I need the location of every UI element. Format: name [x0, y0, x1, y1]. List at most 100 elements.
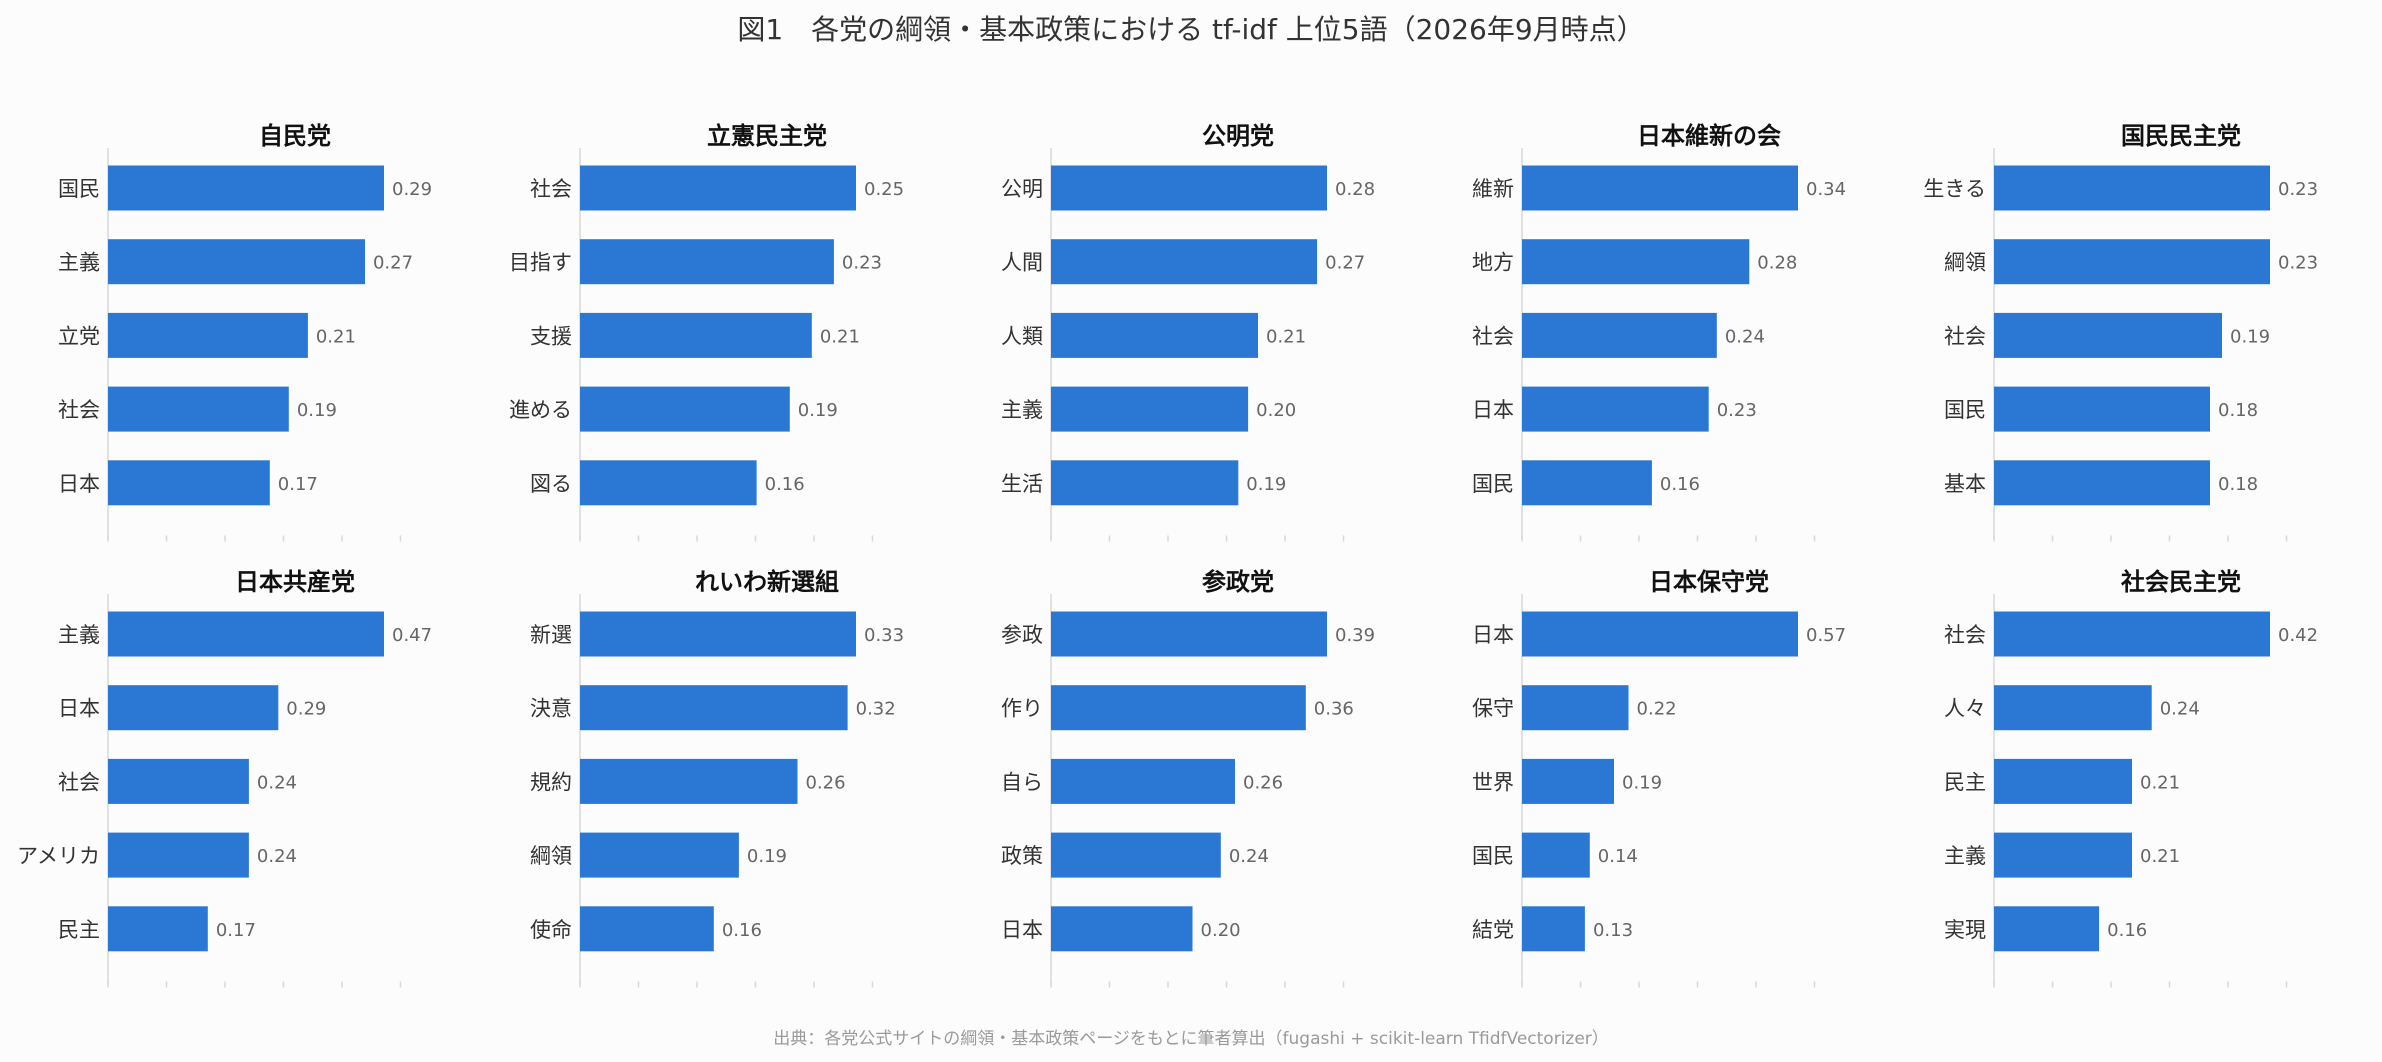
category-label: 社会: [1944, 324, 1986, 348]
panel-title: 日本維新の会: [1637, 122, 1781, 150]
bar: [1051, 460, 1239, 506]
bar: [108, 832, 249, 878]
bar: [108, 460, 270, 506]
category-label: 国民: [1472, 472, 1514, 496]
category-label: 日本: [58, 697, 100, 721]
bar: [1051, 758, 1235, 804]
category-label: 政策: [1001, 844, 1043, 868]
bar: [1994, 832, 2132, 878]
bar: [1522, 239, 1750, 285]
category-label: 主義: [1001, 398, 1043, 422]
category-label: 日本: [1472, 398, 1514, 422]
bar: [580, 758, 798, 804]
value-label: 0.32: [856, 699, 896, 720]
value-label: 0.23: [2278, 179, 2318, 200]
category-label: 基本: [1944, 472, 1986, 496]
bar: [1051, 832, 1221, 878]
bar: [580, 832, 739, 878]
value-label: 0.23: [842, 253, 882, 274]
category-label: 日本: [1001, 918, 1043, 942]
category-label: 保守: [1472, 697, 1514, 721]
value-label: 0.26: [805, 772, 845, 793]
category-label: 人類: [1001, 324, 1043, 348]
category-label: 公明: [1001, 177, 1043, 201]
value-label: 0.24: [257, 846, 297, 867]
bar: [108, 239, 365, 285]
bar: [1994, 611, 2270, 657]
bar: [1994, 758, 2132, 804]
bar: [108, 165, 384, 211]
category-label: 生活: [1001, 472, 1043, 496]
category-label: 使命: [530, 918, 572, 942]
value-label: 0.21: [1266, 326, 1306, 347]
value-label: 0.29: [286, 699, 326, 720]
category-label: 世界: [1472, 770, 1514, 794]
value-label: 0.16: [1660, 474, 1700, 495]
category-label: 結党: [1472, 918, 1514, 942]
value-label: 0.21: [2140, 772, 2180, 793]
bar: [580, 906, 714, 952]
bar: [1522, 386, 1709, 432]
bar: [108, 312, 308, 358]
category-label: 決意: [530, 697, 572, 721]
value-label: 0.28: [1335, 179, 1375, 200]
figure-title: 図1 各党の綱領・基本政策における tf-idf 上位5語（2026年9月時点）: [737, 13, 1645, 46]
bar: [1994, 165, 2270, 211]
category-label: 日本: [1472, 623, 1514, 647]
value-label: 0.29: [392, 179, 432, 200]
category-label: 主義: [1944, 844, 1986, 868]
value-label: 0.23: [2278, 253, 2318, 274]
bar: [580, 312, 812, 358]
category-label: 主義: [58, 623, 100, 647]
category-label: 社会: [58, 398, 100, 422]
bar: [1994, 460, 2210, 506]
value-label: 0.24: [1725, 326, 1765, 347]
value-label: 0.13: [1593, 920, 1633, 941]
bar: [1522, 460, 1652, 506]
category-label: 綱領: [530, 844, 572, 868]
bar: [1994, 386, 2210, 432]
category-label: 生きる: [1923, 177, 1986, 201]
bar: [108, 386, 289, 432]
value-label: 0.42: [2278, 625, 2318, 646]
bar: [108, 611, 384, 657]
value-label: 0.26: [1243, 772, 1283, 793]
panel-title: 国民民主党: [2121, 122, 2241, 150]
value-label: 0.25: [864, 179, 904, 200]
category-label: 人々: [1944, 697, 1986, 721]
category-label: 参政: [1001, 623, 1043, 647]
value-label: 0.57: [1806, 625, 1846, 646]
value-label: 0.19: [2230, 326, 2270, 347]
bar: [1051, 685, 1306, 731]
panel-title: 立憲民主党: [707, 122, 827, 150]
value-label: 0.16: [722, 920, 762, 941]
bar: [108, 758, 249, 804]
category-label: 国民: [1472, 844, 1514, 868]
bar: [1994, 239, 2270, 285]
panel-title: 自民党: [259, 122, 331, 150]
category-label: 主義: [58, 251, 100, 275]
bar: [1522, 165, 1798, 211]
category-label: 地方: [1472, 251, 1514, 275]
bar: [1522, 906, 1585, 952]
value-label: 0.17: [216, 920, 256, 941]
value-label: 0.39: [1335, 625, 1375, 646]
bar: [1051, 386, 1249, 432]
value-label: 0.28: [1757, 253, 1797, 274]
category-label: 維新: [1472, 177, 1514, 201]
panel-title: 社会民主党: [2121, 568, 2241, 596]
category-label: 社会: [1944, 623, 1986, 647]
category-label: 綱領: [1944, 251, 1986, 275]
bar: [108, 906, 208, 952]
source-note: 出典：各党公式サイトの綱領・基本政策ページをもとに筆者算出（fugashi + …: [773, 1029, 1609, 1049]
value-label: 0.24: [1229, 846, 1269, 867]
category-label: 図る: [530, 472, 572, 496]
category-label: 社会: [1472, 324, 1514, 348]
value-label: 0.18: [2218, 400, 2258, 421]
category-label: 規約: [530, 770, 572, 794]
bar: [1051, 312, 1258, 358]
panel-title: 日本保守党: [1649, 568, 1769, 596]
bar: [1994, 312, 2222, 358]
value-label: 0.34: [1806, 179, 1846, 200]
value-label: 0.47: [392, 625, 432, 646]
